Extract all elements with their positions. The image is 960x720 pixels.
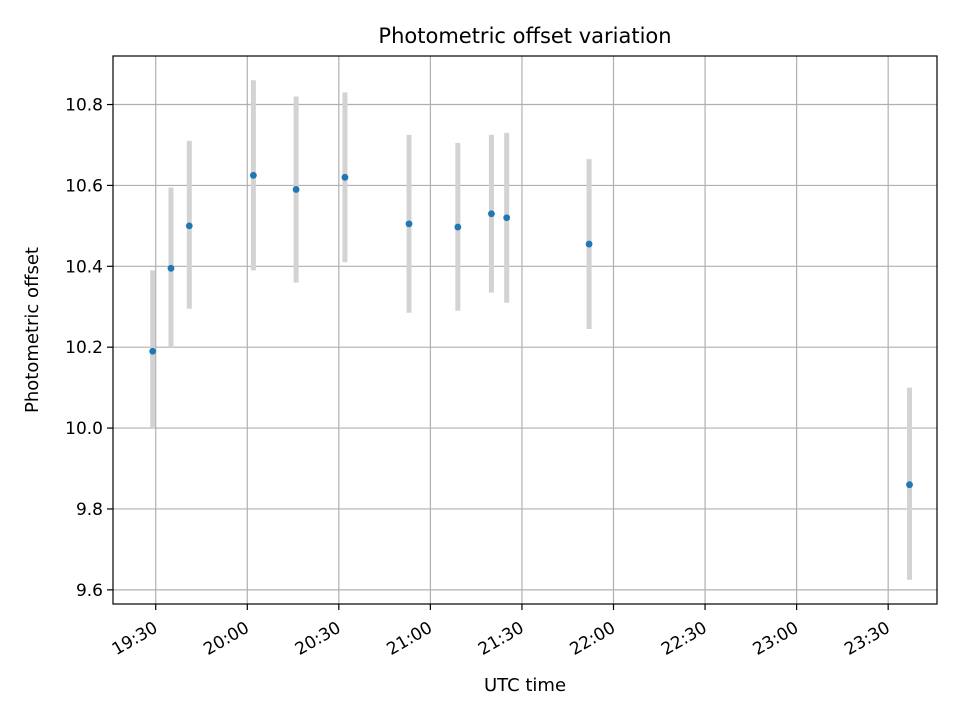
data-point [906,481,913,489]
data-point [149,347,157,355]
y-tick-label: 10.4 [65,257,103,277]
data-point [341,173,349,181]
plot-frame [112,55,938,605]
y-tick-label: 10.8 [65,96,103,116]
data-point [405,220,413,228]
data-point [454,223,462,231]
y-tick-label: 10.6 [65,176,103,196]
data-point [488,210,495,218]
y-tick-label: 10.0 [65,419,103,439]
data-point [185,222,193,230]
y-tick-label: 10.2 [65,338,103,358]
data-points [149,171,913,489]
y-tick-label: 9.8 [76,500,103,520]
chart-title: Photometric offset variation [378,24,671,48]
x-axis-label: UTC time [484,675,566,696]
y-axis-ticks: 9.6 9.8 10.0 10.2 10.4 10.6 10.8 [65,96,113,601]
data-point [585,240,593,248]
data-point [167,264,175,272]
data-point [292,186,300,193]
y-axis-label: Photometric offset [22,247,43,413]
data-point [503,214,511,222]
grid [113,56,937,604]
data-point [249,171,257,179]
y-tick-label: 9.6 [76,581,103,601]
